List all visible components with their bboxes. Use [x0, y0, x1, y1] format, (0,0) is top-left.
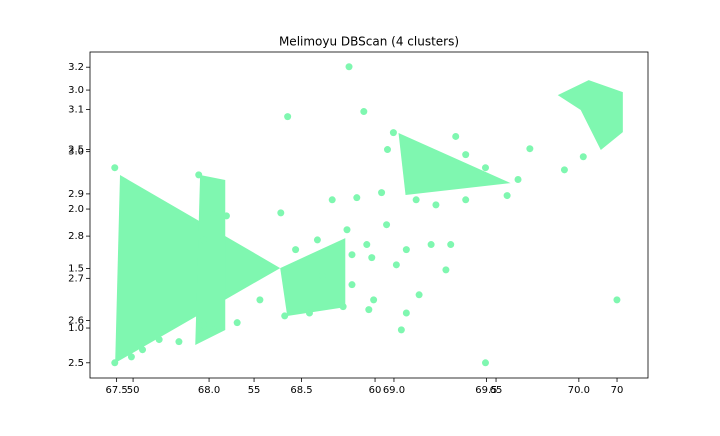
point [452, 132, 460, 140]
x-tick-label: 70.0 [568, 385, 590, 396]
y-tick-label: 2.6 [68, 316, 84, 327]
y-tick-label: 3.2 [68, 62, 84, 73]
point [397, 326, 405, 334]
point [353, 194, 361, 202]
point [462, 196, 470, 204]
point [318, 272, 326, 280]
point [111, 164, 119, 172]
point [210, 211, 218, 219]
point [277, 209, 285, 217]
point [378, 189, 386, 197]
point [127, 353, 135, 361]
point [389, 129, 397, 137]
y-tick-label: 2.5 [68, 145, 84, 156]
point [442, 266, 450, 274]
cluster-hull [195, 175, 226, 346]
point [210, 326, 218, 334]
point [345, 63, 353, 71]
x-tick-label: 50 [127, 385, 140, 396]
y-tick-label: 1.5 [68, 264, 84, 275]
point [343, 226, 351, 234]
point [514, 176, 522, 184]
point [392, 261, 400, 269]
y-tick-label: 2.5 [68, 358, 84, 369]
x-tick-label: 67.5 [105, 385, 127, 396]
y-tick-label: 3.0 [68, 85, 84, 96]
x-tick-label: 68.5 [290, 385, 312, 396]
point [284, 113, 292, 121]
point [383, 221, 391, 229]
point [155, 336, 163, 344]
point [200, 321, 208, 329]
point [233, 319, 241, 327]
y-tick-label: 2.9 [68, 189, 84, 200]
x-tick-label: 70 [611, 385, 624, 396]
point [560, 166, 568, 174]
cluster-hull [398, 133, 511, 196]
point [383, 146, 391, 154]
y-tick-label: 2.8 [68, 231, 84, 242]
y-tick-label: 1.0 [68, 323, 84, 334]
point [447, 241, 455, 249]
x-tick-label: 68.0 [198, 385, 220, 396]
point [579, 153, 587, 161]
point [348, 251, 356, 259]
point [292, 246, 300, 254]
point [526, 145, 534, 153]
point [281, 312, 289, 320]
point [481, 359, 489, 367]
x-tick-label: 65 [490, 385, 503, 396]
x-tick-label: 60 [369, 385, 382, 396]
point [305, 309, 313, 317]
point [481, 164, 489, 172]
point [613, 296, 621, 304]
point [412, 196, 420, 204]
point [313, 236, 321, 244]
point [365, 306, 373, 314]
point [370, 296, 378, 304]
point [432, 201, 440, 209]
point [427, 241, 435, 249]
point [402, 309, 410, 317]
point [222, 212, 230, 220]
plot-frame [89, 51, 649, 379]
point [462, 151, 470, 159]
point [200, 236, 208, 244]
point [503, 192, 511, 200]
x-tick-label: 69.0 [383, 385, 405, 396]
point [348, 281, 356, 289]
y-tick-label: 2.7 [68, 273, 84, 284]
point [402, 246, 410, 254]
point [339, 303, 347, 311]
point [195, 171, 203, 179]
point [368, 254, 376, 262]
point [139, 346, 147, 354]
point [175, 338, 183, 346]
point [328, 196, 336, 204]
x-tick-label: 69.5 [475, 385, 497, 396]
point [111, 359, 119, 367]
cluster-hull [280, 238, 346, 317]
point [415, 291, 423, 299]
y-tick-label: 3.1 [68, 104, 84, 115]
point [363, 241, 371, 249]
x-tick-label: 55 [248, 385, 261, 396]
point [256, 296, 264, 304]
y-tick-label: 3.0 [68, 147, 84, 158]
chart-title: Melimoyu DBScan (4 clusters) [279, 35, 459, 49]
y-tick-label: 2.0 [68, 204, 84, 215]
cluster-hull [557, 80, 623, 151]
point [360, 108, 368, 116]
